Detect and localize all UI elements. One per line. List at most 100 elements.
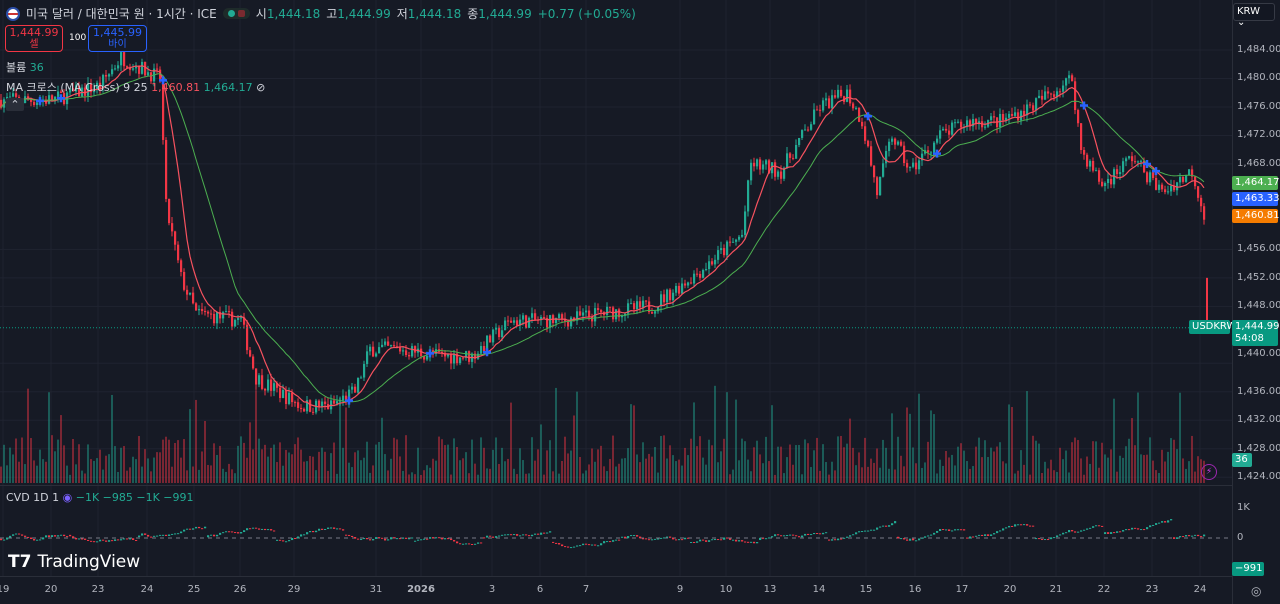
volume-bar — [315, 470, 317, 483]
cvd-bar — [996, 531, 999, 534]
cvd-bar — [1077, 531, 1080, 533]
candle-body — [465, 351, 468, 358]
candle-body — [957, 121, 960, 123]
close-label: 종 — [467, 7, 479, 21]
volume-bar — [837, 436, 839, 483]
cvd-bar — [615, 539, 618, 541]
candle-body — [765, 160, 768, 165]
lightning-icon[interactable]: ⚡ — [1201, 464, 1217, 480]
candle-body — [696, 273, 699, 275]
date-tick: 9 — [676, 584, 684, 595]
cvd-bar — [513, 534, 516, 536]
volume-bar — [141, 466, 143, 483]
cvd-bar — [309, 531, 312, 533]
volume-bar — [1125, 446, 1127, 483]
candle-body — [57, 91, 60, 97]
cvd-bar — [405, 537, 408, 539]
bar-countdown: 54:08 — [1235, 333, 1264, 344]
volume-bar — [1023, 464, 1025, 483]
candle-body — [933, 142, 936, 153]
volume-bar — [531, 437, 533, 483]
candle-body — [579, 311, 582, 316]
ma-cross-legend[interactable]: MA 크로스 (MA Cross) 9 25 1,460.81 1,464.17… — [6, 79, 265, 95]
market-status[interactable] — [222, 8, 250, 19]
candle-body — [750, 162, 753, 181]
volume-bar — [867, 466, 869, 483]
cvd-bar — [1185, 535, 1188, 537]
candle-body — [714, 259, 717, 265]
cvd-legend[interactable]: CVD 1D 1 ◉ −1K −985 −1K −991 — [6, 491, 194, 504]
cvd-bar — [858, 531, 861, 533]
volume-bar — [1179, 392, 1181, 483]
cvd-bar — [396, 538, 399, 540]
candle-body — [768, 160, 771, 174]
candle-body — [936, 138, 939, 143]
ma-cross-marker — [1152, 167, 1160, 176]
candle-body — [1044, 91, 1047, 100]
candle-body — [792, 157, 795, 159]
cvd-bar — [948, 529, 951, 531]
volume-bar — [348, 462, 350, 483]
symbol-title[interactable]: 미국 달러 / 대한민국 원 · 1시간 · ICE — [26, 7, 217, 21]
candle-body — [1050, 93, 1053, 95]
cvd-bar — [831, 539, 834, 541]
currency-selector[interactable]: KRW ⌄ — [1233, 3, 1275, 28]
cvd-bar — [24, 535, 27, 537]
volume-bar — [1149, 437, 1151, 483]
ma-cross-marker — [864, 112, 872, 121]
volume-bar — [672, 455, 674, 483]
candle-body — [1146, 172, 1149, 183]
cvd-bar — [558, 543, 561, 545]
price-chart[interactable] — [0, 0, 1232, 604]
tradingview-logo[interactable]: 𝗧𝟳 TradingView — [8, 552, 140, 572]
volume-bar — [156, 452, 158, 483]
cvd-bar — [882, 525, 885, 527]
volume-legend[interactable]: 볼륨 36 — [6, 59, 44, 75]
cvd-bar — [228, 531, 231, 533]
candle-body — [1059, 91, 1062, 93]
volume-bar — [405, 435, 407, 483]
volume-bar — [120, 447, 122, 483]
price-axis[interactable] — [1232, 0, 1280, 604]
cvd-bar — [423, 538, 426, 540]
cvd-bar — [903, 538, 906, 540]
volume-bar — [378, 441, 380, 483]
candle-body — [1107, 178, 1110, 184]
candle-body — [858, 107, 861, 122]
candle-body — [180, 260, 183, 272]
cvd-bar — [72, 536, 75, 538]
cvd-bar — [1020, 524, 1023, 526]
cvd-bar — [561, 544, 564, 547]
candle-body — [360, 377, 363, 379]
candle-body — [1194, 176, 1197, 187]
candle-body — [69, 88, 72, 93]
settings-icon[interactable]: ◎ — [1251, 584, 1262, 598]
candle-body — [636, 301, 639, 310]
cvd-bar — [330, 527, 333, 529]
buy-button[interactable]: 1,445.99 바이 — [88, 25, 147, 52]
cvd-bar — [786, 535, 789, 537]
order-quantity[interactable]: 100 — [69, 33, 87, 43]
pane-divider[interactable] — [0, 485, 1232, 486]
collapse-legend-button[interactable]: ⌃ — [6, 98, 24, 111]
cvd-bar — [93, 541, 96, 543]
volume-bar — [1032, 435, 1034, 483]
hide-icon[interactable]: ⊘ — [256, 81, 266, 94]
volume-bar — [846, 443, 848, 483]
volume-bar — [615, 466, 617, 483]
candle-body — [741, 234, 744, 237]
volume-bar — [261, 449, 263, 483]
candle-body — [240, 317, 243, 319]
candle-body — [453, 353, 456, 364]
volume-bar — [807, 443, 809, 483]
candle-body — [495, 327, 498, 330]
sell-button[interactable]: 1,444.99 셀 — [5, 25, 63, 52]
volume-bar — [456, 447, 458, 483]
cvd-bar — [714, 539, 717, 541]
cvd-bar — [759, 537, 762, 541]
cvd-bar — [654, 538, 657, 540]
cvd-bar — [819, 533, 822, 535]
cvd-bar — [594, 544, 597, 546]
cvd-bar — [822, 532, 825, 535]
cvd-bar — [177, 533, 180, 535]
